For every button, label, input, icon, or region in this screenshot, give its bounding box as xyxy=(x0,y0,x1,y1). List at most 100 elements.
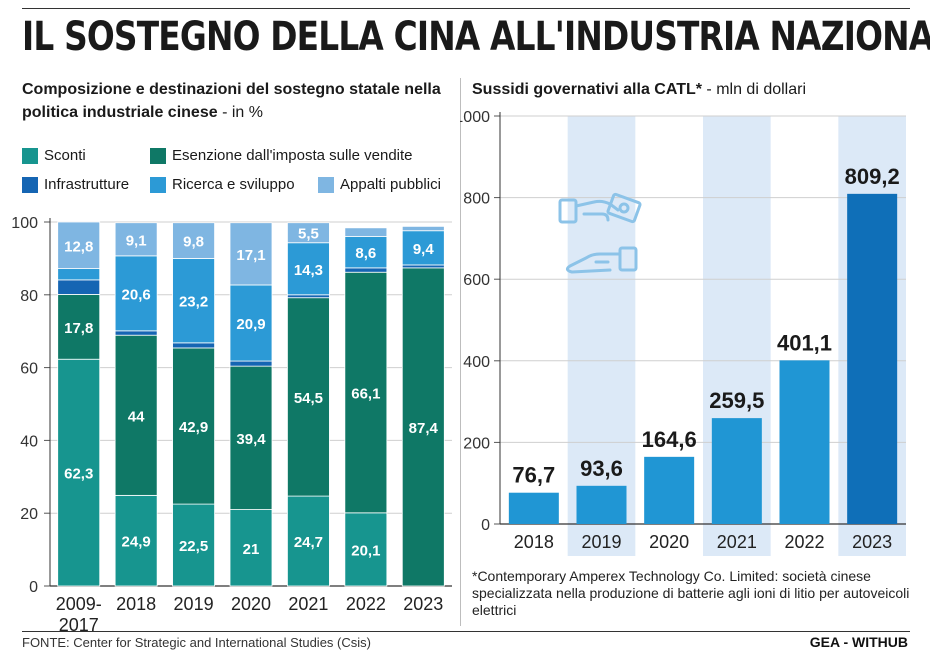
data-label-esenzione-dall-imposta-sulle-vendite-6: 87,4 xyxy=(409,420,439,437)
data-label-appalti-pubblici-4: 5,5 xyxy=(298,226,319,243)
data-label-esenzione-dall-imposta-sulle-vendite-4: 54,5 xyxy=(294,390,323,407)
catl-data-label-2022: 401,1 xyxy=(777,330,832,355)
bar-appalti-pubblici-1 xyxy=(114,222,158,257)
data-label-sconti-4: 24,7 xyxy=(294,534,323,551)
catl-xtick-label-2022: 2022 xyxy=(784,532,824,552)
bar-ricerca-e-sviluppo-4 xyxy=(287,242,330,296)
ytick-label-60: 60 xyxy=(20,361,38,378)
xtick-label-6-0: 2023 xyxy=(403,594,443,614)
catl-ytick-label-800: 800 xyxy=(463,191,490,208)
xtick-label-4-0: 2021 xyxy=(288,594,328,614)
legend-swatch-infrastrutture xyxy=(22,176,38,193)
ytick-label-100: 100 xyxy=(11,215,38,232)
catl-bar-chart: 0 200 400 600 800 1000 76,7 2018 93,6 2019 164,6 20… xyxy=(460,109,906,556)
data-label-ricerca-e-sviluppo-2: 23,2 xyxy=(179,294,208,311)
catl-bar-2020 xyxy=(644,456,695,524)
bar-appalti-pubblici-6 xyxy=(401,225,445,232)
bar-ricerca-e-sviluppo-3 xyxy=(229,284,273,362)
money-handshake-icon xyxy=(558,192,642,274)
data-label-ricerca-e-sviluppo-4: 14,3 xyxy=(294,262,323,279)
data-label-ricerca-e-sviluppo-6: 9,4 xyxy=(413,241,435,258)
bar-sconti-3 xyxy=(229,509,273,587)
bar-sconti-2 xyxy=(172,503,215,587)
catl-xtick-label-2018: 2018 xyxy=(514,532,554,552)
legend-label-ricerca: Ricerca e sviluppo xyxy=(172,176,295,193)
data-label-sconti-5: 20,1 xyxy=(351,542,380,559)
bar-appalti-pubblici-0 xyxy=(57,221,101,269)
ytick-label-80: 80 xyxy=(20,288,38,305)
catl-xtick-label-2023: 2023 xyxy=(852,532,892,552)
legend-swatch-ricerca xyxy=(150,176,166,193)
bar-esenzione-dall-imposta-sulle-vendite-2 xyxy=(172,347,215,505)
bar-esenzione-dall-imposta-sulle-vendite-1 xyxy=(114,334,158,496)
bar-appalti-pubblici-3 xyxy=(229,222,273,286)
legend-label-esenzione: Esenzione dall'imposta sulle vendite xyxy=(172,147,413,164)
bar-esenzione-dall-imposta-sulle-vendite-6 xyxy=(401,267,445,587)
bar-esenzione-dall-imposta-sulle-vendite-4 xyxy=(287,297,330,497)
bar-esenzione-dall-imposta-sulle-vendite-0 xyxy=(57,294,101,360)
legend-label-infrastrutture: Infrastrutture xyxy=(44,176,130,193)
bar-ricerca-e-sviluppo-6 xyxy=(401,230,445,266)
bar-esenzione-dall-imposta-sulle-vendite-3 xyxy=(229,365,273,510)
ytick-label-20: 20 xyxy=(20,506,38,523)
brand-logo: GEA - WITHUB xyxy=(809,634,908,650)
bar-infrastrutture-0 xyxy=(57,279,101,295)
legend-label-appalti: Appalti pubblici xyxy=(340,176,441,193)
catl-data-label-2018: 76,7 xyxy=(512,463,555,488)
bar-sconti-4 xyxy=(287,495,330,587)
left-subtitle-main: Composizione e destinazioni del sostegno… xyxy=(22,81,441,121)
xtick-label-3-0: 2020 xyxy=(231,594,271,614)
ytick-label-40: 40 xyxy=(20,433,38,450)
catl-data-label-2019: 93,6 xyxy=(580,456,623,481)
data-label-esenzione-dall-imposta-sulle-vendite-5: 66,1 xyxy=(351,386,380,403)
bar-infrastrutture-2 xyxy=(172,342,215,349)
catl-bar-2021 xyxy=(711,418,762,524)
top-rule xyxy=(22,8,910,9)
icon-finger-top xyxy=(582,212,610,222)
icon-cuff-top xyxy=(558,198,578,224)
bar-infrastrutture-3 xyxy=(229,360,273,367)
data-label-esenzione-dall-imposta-sulle-vendite-1: 44 xyxy=(128,408,145,425)
data-label-sconti-0: 62,3 xyxy=(64,466,93,483)
data-label-esenzione-dall-imposta-sulle-vendite-2: 42,9 xyxy=(179,419,208,436)
legend-swatch-esenzione xyxy=(150,147,166,164)
catl-bar-2023 xyxy=(847,193,898,524)
legend-swatch-sconti xyxy=(22,147,38,164)
bar-appalti-pubblici-5 xyxy=(344,227,388,237)
data-label-sconti-1: 24,9 xyxy=(122,534,151,551)
catl-data-label-2023: 809,2 xyxy=(845,164,900,189)
data-label-sconti-3: 21 xyxy=(243,541,260,558)
bar-sconti-1 xyxy=(114,494,158,587)
data-label-ricerca-e-sviluppo-1: 20,6 xyxy=(122,286,151,303)
catl-xtick-label-2019: 2019 xyxy=(581,532,621,552)
icon-cuff-bottom xyxy=(618,246,638,272)
bottom-rule xyxy=(22,631,910,632)
data-label-appalti-pubblici-2: 9,8 xyxy=(183,234,204,251)
data-label-ricerca-e-sviluppo-3: 20,9 xyxy=(236,316,265,333)
data-label-esenzione-dall-imposta-sulle-vendite-3: 39,4 xyxy=(236,431,266,448)
legend-item-esenzione: Esenzione dall'imposta sulle vendite xyxy=(150,147,413,164)
right-subtitle: Sussidi governativi alla CATL* - mln di … xyxy=(472,78,912,101)
catl-ytick-label-400: 400 xyxy=(463,354,490,371)
catl-data-label-2021: 259,5 xyxy=(709,388,764,413)
legend-swatch-appalti xyxy=(318,176,334,193)
legend-item-appalti: Appalti pubblici xyxy=(318,176,441,193)
bar-sconti-0 xyxy=(57,358,101,587)
catl-data-label-2020: 164,6 xyxy=(642,427,697,452)
bar-sconti-5 xyxy=(344,512,388,587)
data-label-esenzione-dall-imposta-sulle-vendite-0: 17,8 xyxy=(64,320,93,337)
legend-item-ricerca: Ricerca e sviluppo xyxy=(150,176,295,193)
right-subtitle-main: Sussidi governativi alla CATL* xyxy=(472,81,702,98)
catl-footnote: *Contemporary Amperex Technology Co. Lim… xyxy=(472,568,910,618)
data-label-ricerca-e-sviluppo-5: 8,6 xyxy=(355,245,376,262)
bar-ricerca-e-sviluppo-0 xyxy=(57,268,101,281)
xtick-label-1-0: 2018 xyxy=(116,594,156,614)
legend-label-sconti: Sconti xyxy=(44,147,86,164)
bar-ricerca-e-sviluppo-1 xyxy=(114,255,158,332)
bar-infrastrutture-1 xyxy=(114,330,158,336)
left-subtitle: Composizione e destinazioni del sostegno… xyxy=(22,78,442,124)
xtick-label-0-0: 2009- xyxy=(56,594,102,614)
legend-item-infrastrutture: Infrastrutture xyxy=(22,176,129,193)
xtick-label-5-0: 2022 xyxy=(346,594,386,614)
catl-ytick-label-0: 0 xyxy=(481,517,490,534)
